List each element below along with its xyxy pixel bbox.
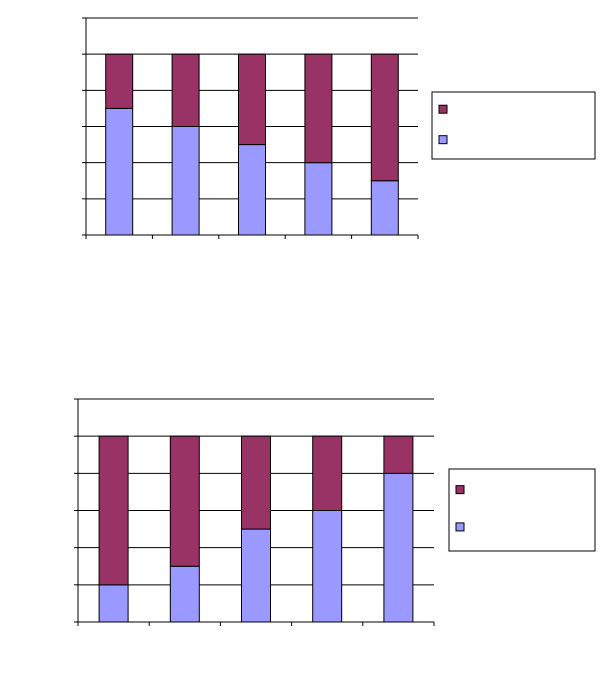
legend-swatch (455, 485, 465, 495)
bar-segment (169, 435, 200, 567)
legend-box (431, 91, 596, 160)
bar-segment (241, 435, 271, 530)
legend-box (448, 468, 596, 552)
bar-segment (98, 584, 129, 623)
bar-segment (238, 144, 266, 236)
bar-segment (383, 435, 414, 474)
bar-segment (370, 180, 399, 236)
bar-segment (238, 53, 266, 146)
bar-segment (169, 565, 200, 623)
bar-segment (312, 435, 343, 511)
legend-swatch (455, 522, 465, 532)
legend-swatch (438, 135, 448, 145)
legend-swatch (438, 104, 448, 114)
bar-segment (241, 528, 271, 623)
bar-segment (383, 472, 414, 623)
bar-segment (105, 53, 134, 109)
bar-segment (304, 162, 333, 236)
bar-segment (312, 510, 343, 623)
bar-segment (98, 435, 129, 586)
bar-segment (171, 126, 200, 236)
bar-segment (370, 53, 399, 182)
bar-segment (105, 107, 134, 236)
bar-segment (304, 53, 333, 164)
bar-segment (171, 53, 200, 128)
